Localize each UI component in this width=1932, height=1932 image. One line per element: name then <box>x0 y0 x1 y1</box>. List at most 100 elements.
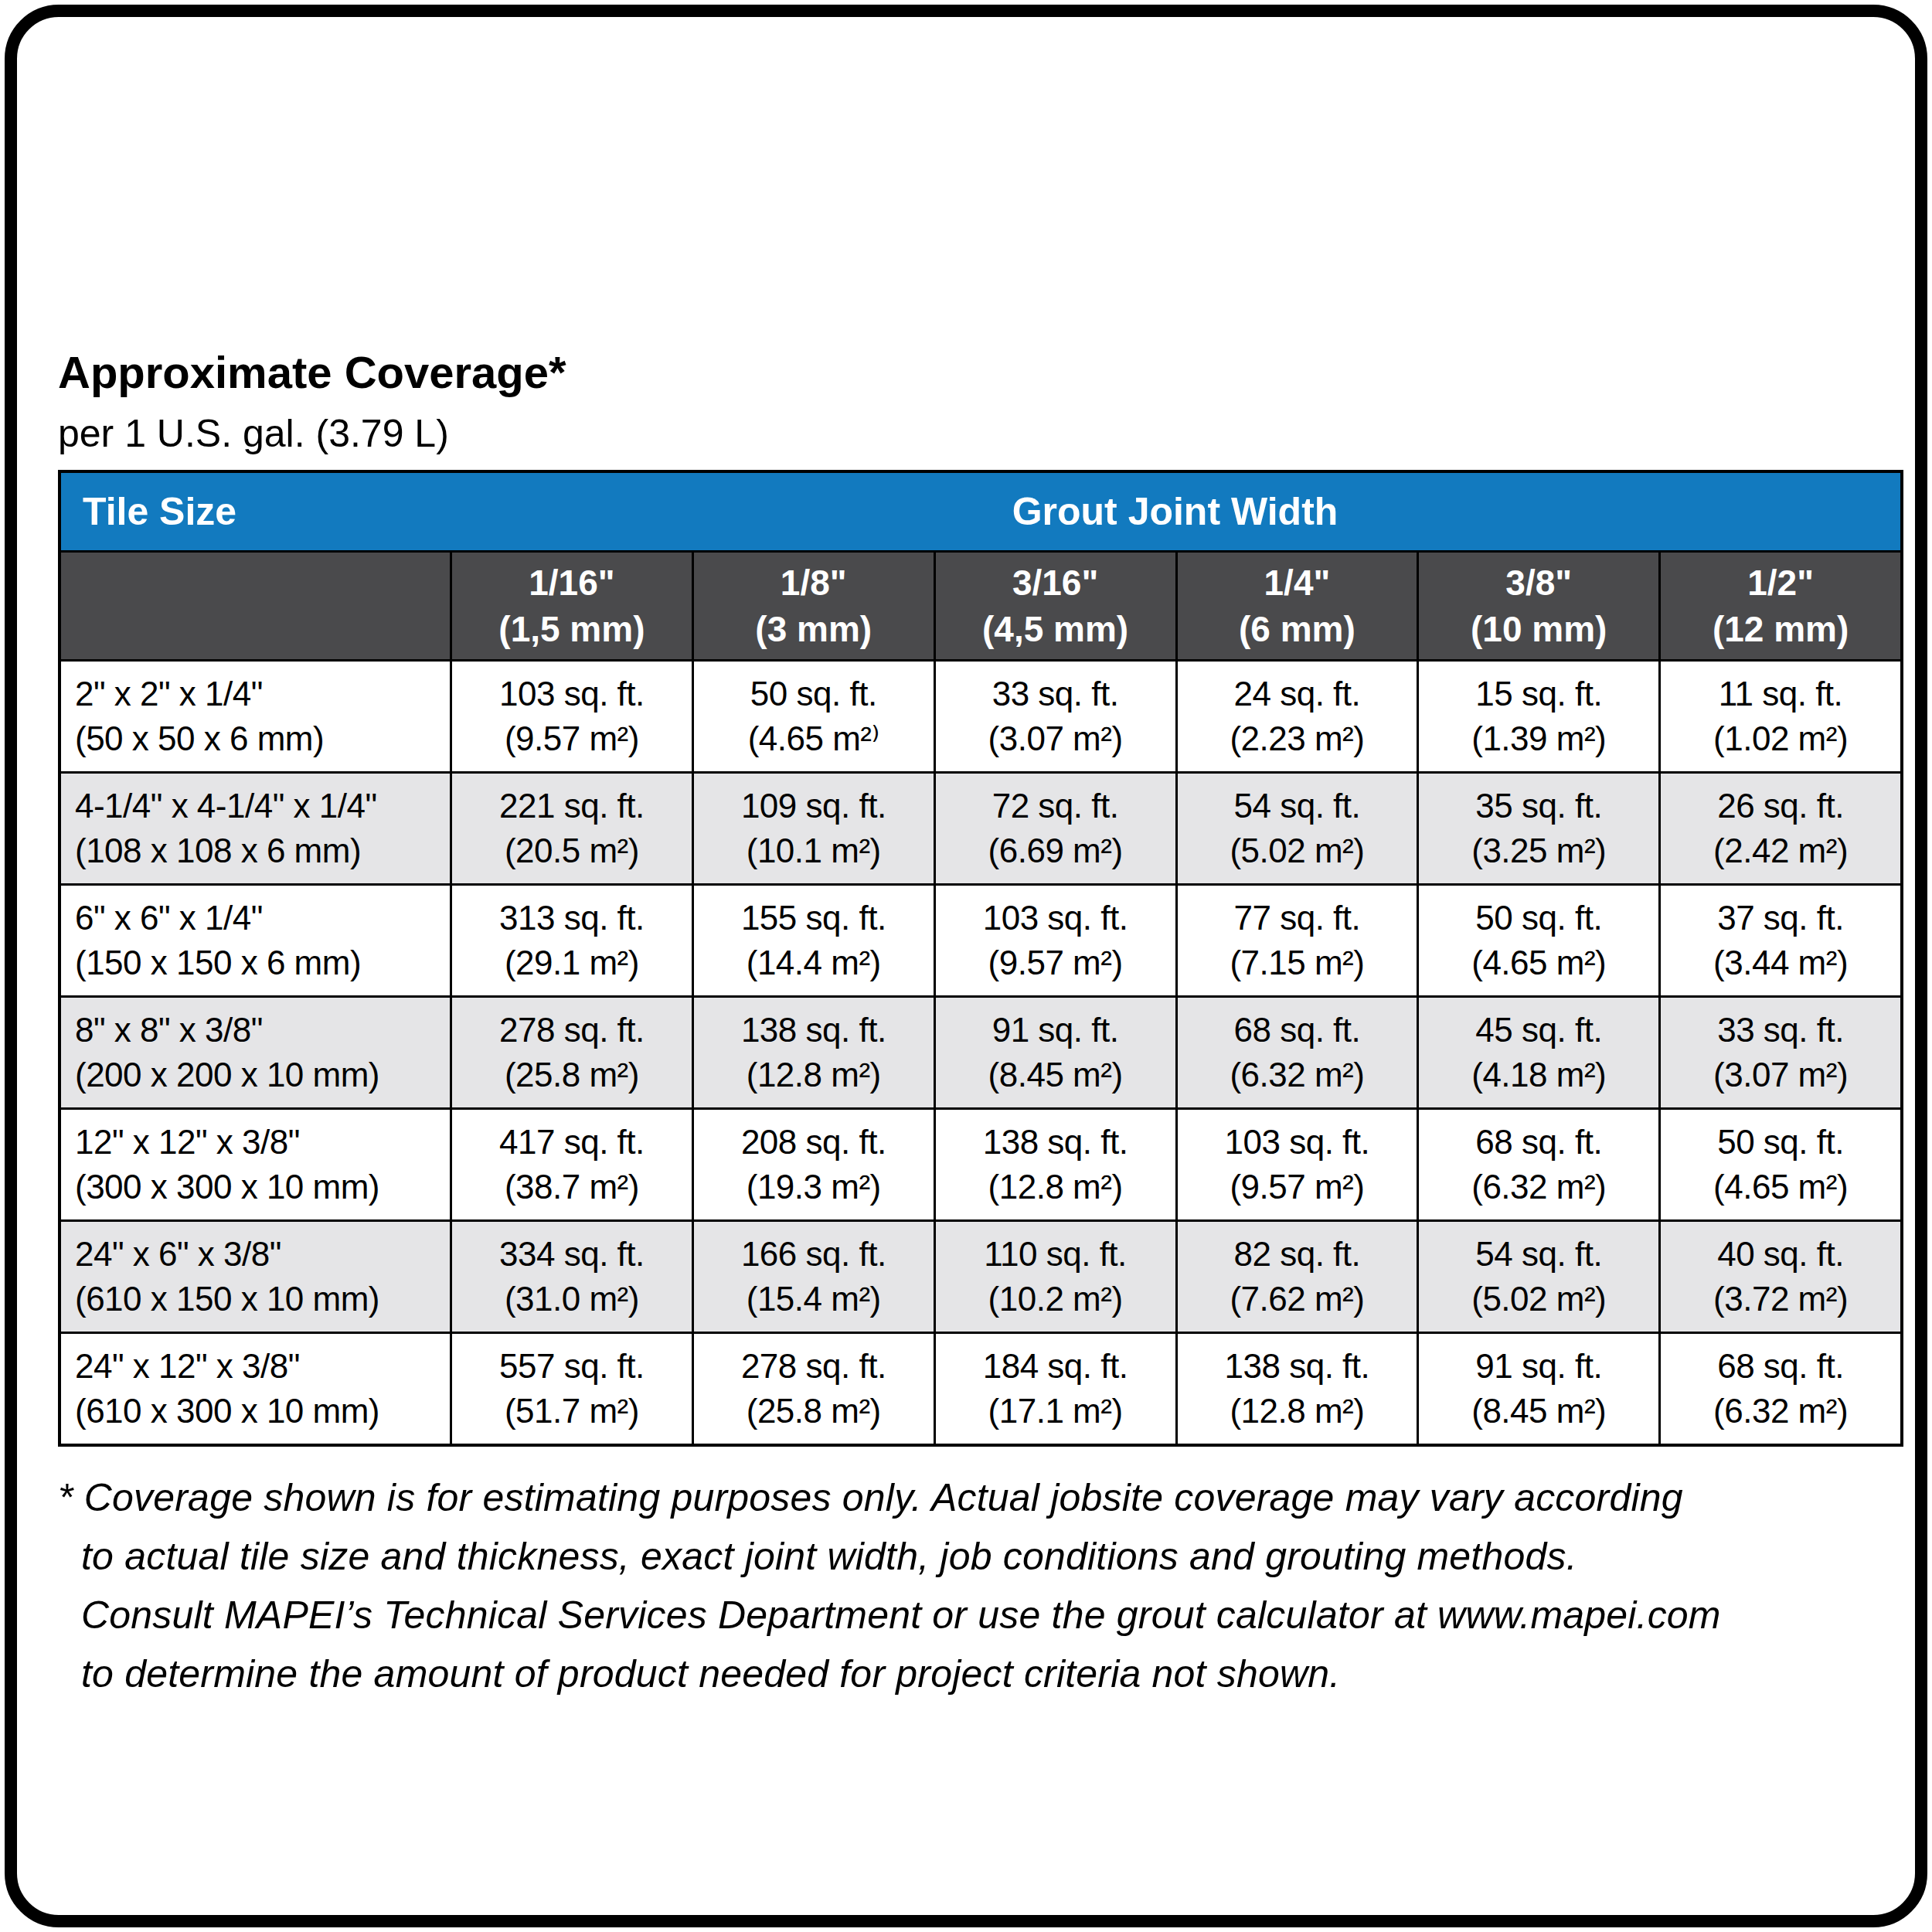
joint-width-inches: 1/2" <box>1747 560 1814 606</box>
coverage-m2: (4.18 m²) <box>1471 1053 1606 1097</box>
joint-width-mm: (6 mm) <box>1239 606 1355 652</box>
coverage-cell: 68 sq. ft.(6.32 m²) <box>1178 998 1417 1107</box>
coverage-m2: (2.42 m²) <box>1713 828 1848 873</box>
joint-width-col-header: 1/2" (12 mm) <box>1661 553 1900 659</box>
tile-size-cell: 2" x 2" x 1/4" (50 x 50 x 6 mm) <box>61 662 450 771</box>
coverage-m2: (10.1 m²) <box>747 828 881 873</box>
coverage-m2: (12.8 m²) <box>1230 1389 1364 1434</box>
coverage-sqft: 77 sq. ft. <box>1234 896 1361 940</box>
tile-size-mm: (150 x 150 x 6 mm) <box>75 940 361 985</box>
footnote-line: * Coverage shown is for estimating purpo… <box>58 1468 1903 1527</box>
tile-size-mm: (610 x 300 x 10 mm) <box>75 1389 379 1434</box>
coverage-sheet: Approximate Coverage* per 1 U.S. gal. (3… <box>58 0 1903 1703</box>
coverage-m2: (38.7 m²) <box>505 1165 639 1209</box>
footnote-line: to determine the amount of product neede… <box>58 1645 1903 1703</box>
coverage-m2: (4.65 m²) <box>1471 940 1606 985</box>
coverage-m2: (6.69 m²) <box>988 828 1123 873</box>
coverage-sqft: 50 sq. ft. <box>750 672 877 716</box>
coverage-cell: 313 sq. ft.(29.1 m²) <box>452 886 692 995</box>
coverage-cell: 103 sq. ft.(9.57 m²) <box>936 886 1175 995</box>
coverage-cell: 103 sq. ft.(9.57 m²) <box>452 662 692 771</box>
coverage-sqft: 91 sq. ft. <box>992 1008 1119 1053</box>
footnote-line: Consult MAPEI’s Technical Services Depar… <box>58 1586 1903 1645</box>
coverage-sqft: 334 sq. ft. <box>499 1232 645 1277</box>
coverage-cell: 26 sq. ft.(2.42 m²) <box>1661 774 1900 883</box>
tile-size-mm: (300 x 300 x 10 mm) <box>75 1165 379 1209</box>
coverage-cell: 50 sq. ft.(4.65 m²⁾ <box>694 662 934 771</box>
coverage-sqft: 221 sq. ft. <box>499 784 645 828</box>
tile-size-cell: 12" x 12" x 3/8" (300 x 300 x 10 mm) <box>61 1110 450 1219</box>
coverage-m2: (8.45 m²) <box>988 1053 1123 1097</box>
coverage-cell: 15 sq. ft.(1.39 m²) <box>1419 662 1658 771</box>
coverage-m2: (10.2 m²) <box>988 1277 1123 1321</box>
coverage-cell: 221 sq. ft.(20.5 m²) <box>452 774 692 883</box>
coverage-cell: 54 sq. ft.(5.02 m²) <box>1419 1222 1658 1332</box>
coverage-cell: 155 sq. ft.(14.4 m²) <box>694 886 934 995</box>
tile-size-cell: 24" x 12" x 3/8" (610 x 300 x 10 mm) <box>61 1334 450 1444</box>
coverage-cell: 91 sq. ft.(8.45 m²) <box>936 998 1175 1107</box>
coverage-cell: 138 sq. ft.(12.8 m²) <box>1178 1334 1417 1444</box>
coverage-cell: 50 sq. ft.(4.65 m²) <box>1661 1110 1900 1219</box>
joint-width-col-header: 1/8" (3 mm) <box>694 553 934 659</box>
coverage-m2: (6.32 m²) <box>1230 1053 1364 1097</box>
coverage-sqft: 72 sq. ft. <box>992 784 1119 828</box>
coverage-sqft: 103 sq. ft. <box>499 672 645 716</box>
coverage-sqft: 45 sq. ft. <box>1475 1008 1602 1053</box>
coverage-cell: 68 sq. ft.(6.32 m²) <box>1661 1334 1900 1444</box>
joint-width-mm: (1,5 mm) <box>498 606 645 652</box>
coverage-sqft: 417 sq. ft. <box>499 1120 645 1165</box>
coverage-m2: (29.1 m²) <box>505 940 639 985</box>
joint-width-inches: 1/16" <box>529 560 614 606</box>
coverage-sqft: 68 sq. ft. <box>1475 1120 1602 1165</box>
joint-width-mm: (10 mm) <box>1471 606 1607 652</box>
tile-size-inches: 2" x 2" x 1/4" <box>75 672 263 716</box>
tile-size-cell: 6" x 6" x 1/4" (150 x 150 x 6 mm) <box>61 886 450 995</box>
coverage-sqft: 33 sq. ft. <box>992 672 1119 716</box>
footnote: * Coverage shown is for estimating purpo… <box>58 1468 1903 1703</box>
tile-size-inches: 24" x 12" x 3/8" <box>75 1344 300 1389</box>
coverage-m2: (9.57 m²) <box>1230 1165 1364 1209</box>
coverage-sqft: 110 sq. ft. <box>984 1232 1126 1277</box>
coverage-sqft: 26 sq. ft. <box>1717 784 1844 828</box>
subheader-empty-cell <box>61 553 450 659</box>
coverage-cell: 184 sq. ft.(17.1 m²) <box>936 1334 1175 1444</box>
coverage-m2: (6.32 m²) <box>1471 1165 1606 1209</box>
tile-size-inches: 24" x 6" x 3/8" <box>75 1232 281 1277</box>
coverage-cell: 110 sq. ft.(10.2 m²) <box>936 1222 1175 1332</box>
coverage-cell: 138 sq. ft.(12.8 m²) <box>694 998 934 1107</box>
joint-width-inches: 1/8" <box>781 560 847 606</box>
coverage-m2: (19.3 m²) <box>747 1165 881 1209</box>
coverage-m2: (31.0 m²) <box>505 1277 639 1321</box>
joint-width-inches: 3/8" <box>1505 560 1572 606</box>
coverage-cell: 33 sq. ft.(3.07 m²) <box>936 662 1175 771</box>
coverage-m2: (12.8 m²) <box>988 1165 1123 1209</box>
coverage-cell: 278 sq. ft.(25.8 m²) <box>452 998 692 1107</box>
coverage-m2: (14.4 m²) <box>747 940 881 985</box>
coverage-sqft: 15 sq. ft. <box>1475 672 1602 716</box>
joint-width-col-header: 1/16" (1,5 mm) <box>452 553 692 659</box>
tile-size-cell: 24" x 6" x 3/8" (610 x 150 x 10 mm) <box>61 1222 450 1332</box>
coverage-sqft: 138 sq. ft. <box>741 1008 886 1053</box>
coverage-cell: 50 sq. ft.(4.65 m²) <box>1419 886 1658 995</box>
footnote-line: to actual tile size and thickness, exact… <box>58 1527 1903 1586</box>
tile-size-inches: 12" x 12" x 3/8" <box>75 1120 300 1165</box>
coverage-cell: 33 sq. ft.(3.07 m²) <box>1661 998 1900 1107</box>
coverage-sqft: 278 sq. ft. <box>499 1008 645 1053</box>
joint-width-mm: (4,5 mm) <box>982 606 1128 652</box>
coverage-sqft: 313 sq. ft. <box>499 896 645 940</box>
coverage-m2: (9.57 m²) <box>988 940 1123 985</box>
coverage-m2: (17.1 m²) <box>988 1389 1123 1434</box>
joint-width-mm: (12 mm) <box>1713 606 1849 652</box>
coverage-sqft: 278 sq. ft. <box>741 1344 886 1389</box>
coverage-sqft: 40 sq. ft. <box>1717 1232 1844 1277</box>
coverage-sqft: 155 sq. ft. <box>741 896 886 940</box>
coverage-sqft: 91 sq. ft. <box>1475 1344 1602 1389</box>
tile-size-inches: 8" x 8" x 3/8" <box>75 1008 263 1053</box>
coverage-sqft: 24 sq. ft. <box>1234 672 1361 716</box>
coverage-cell: 208 sq. ft.(19.3 m²) <box>694 1110 934 1219</box>
joint-width-col-header: 1/4" (6 mm) <box>1178 553 1417 659</box>
coverage-cell: 82 sq. ft.(7.62 m²) <box>1178 1222 1417 1332</box>
grout-joint-width-header: Grout Joint Width <box>450 473 1900 550</box>
coverage-m2: (3.07 m²) <box>1713 1053 1848 1097</box>
coverage-sqft: 50 sq. ft. <box>1475 896 1602 940</box>
